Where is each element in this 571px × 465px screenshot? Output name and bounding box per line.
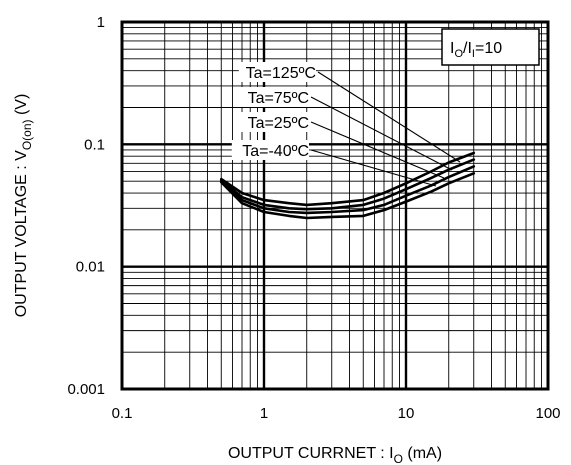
series-label-background <box>240 112 309 132</box>
x-tick-label: 1 <box>260 405 268 422</box>
series-label: Ta=125ºC <box>246 65 316 82</box>
series-label-background <box>238 62 316 82</box>
series-label-background <box>231 140 309 160</box>
series-label: Ta=-40ºC <box>242 143 309 160</box>
condition-mid: /I <box>463 40 472 57</box>
series-line <box>220 158 476 211</box>
leader-line <box>317 71 461 163</box>
y-axis-label: OUTPUT VOLTAGE : VO(on) (V) <box>13 94 34 318</box>
condition-box-frame <box>441 28 540 66</box>
data-curves <box>220 151 476 220</box>
y-tick-label: 0.001 <box>67 381 105 398</box>
leader-line <box>310 96 453 171</box>
series-line <box>220 172 476 220</box>
x-tick-label: 100 <box>535 405 560 422</box>
series-line <box>220 151 476 207</box>
y-axis-label-tail: (V) <box>13 94 30 120</box>
series-label: Ta=75ºC <box>248 90 309 107</box>
condition-sub2: I <box>472 48 475 60</box>
x-axis-label: OUTPUT CURRNET : IO (mA) <box>228 445 442 465</box>
condition-text: IO/II=10 <box>450 40 502 60</box>
minor-grid <box>122 22 548 389</box>
condition-sub1: O <box>454 48 463 60</box>
condition-main: I <box>450 40 454 57</box>
x-axis-label-sub: O <box>394 452 403 465</box>
x-axis-label-main: OUTPUT CURRNET : I <box>228 445 394 462</box>
x-tick-label: 0.1 <box>112 405 133 422</box>
condition-tail: =10 <box>475 40 502 57</box>
series-label-background <box>240 87 309 107</box>
y-tick-label: 0.01 <box>76 259 105 276</box>
series-label: Ta=25ºC <box>248 115 309 132</box>
label-leader-lines <box>310 71 461 187</box>
y-axis-label-main: OUTPUT VOLTAGE : V <box>13 150 30 317</box>
condition-box: IO/II=10 <box>441 28 540 66</box>
leader-line <box>310 149 437 187</box>
y-axis-label-sub: O(on) <box>20 119 34 150</box>
tick-labels: 0.1 1 10 100 0.001 0.01 0.1 1 <box>67 14 560 422</box>
y-tick-label: 0.1 <box>84 136 105 153</box>
series-line <box>220 165 476 215</box>
leader-line <box>310 121 445 179</box>
x-axis-label-tail: (mA) <box>403 445 442 462</box>
x-tick-label: 10 <box>398 405 415 422</box>
major-grid <box>122 22 548 389</box>
series-labels: Ta=125ºC Ta=75ºC Ta=25ºC Ta=-40ºC <box>231 62 316 160</box>
y-tick-label: 1 <box>97 14 105 31</box>
plot-frame <box>120 20 550 391</box>
